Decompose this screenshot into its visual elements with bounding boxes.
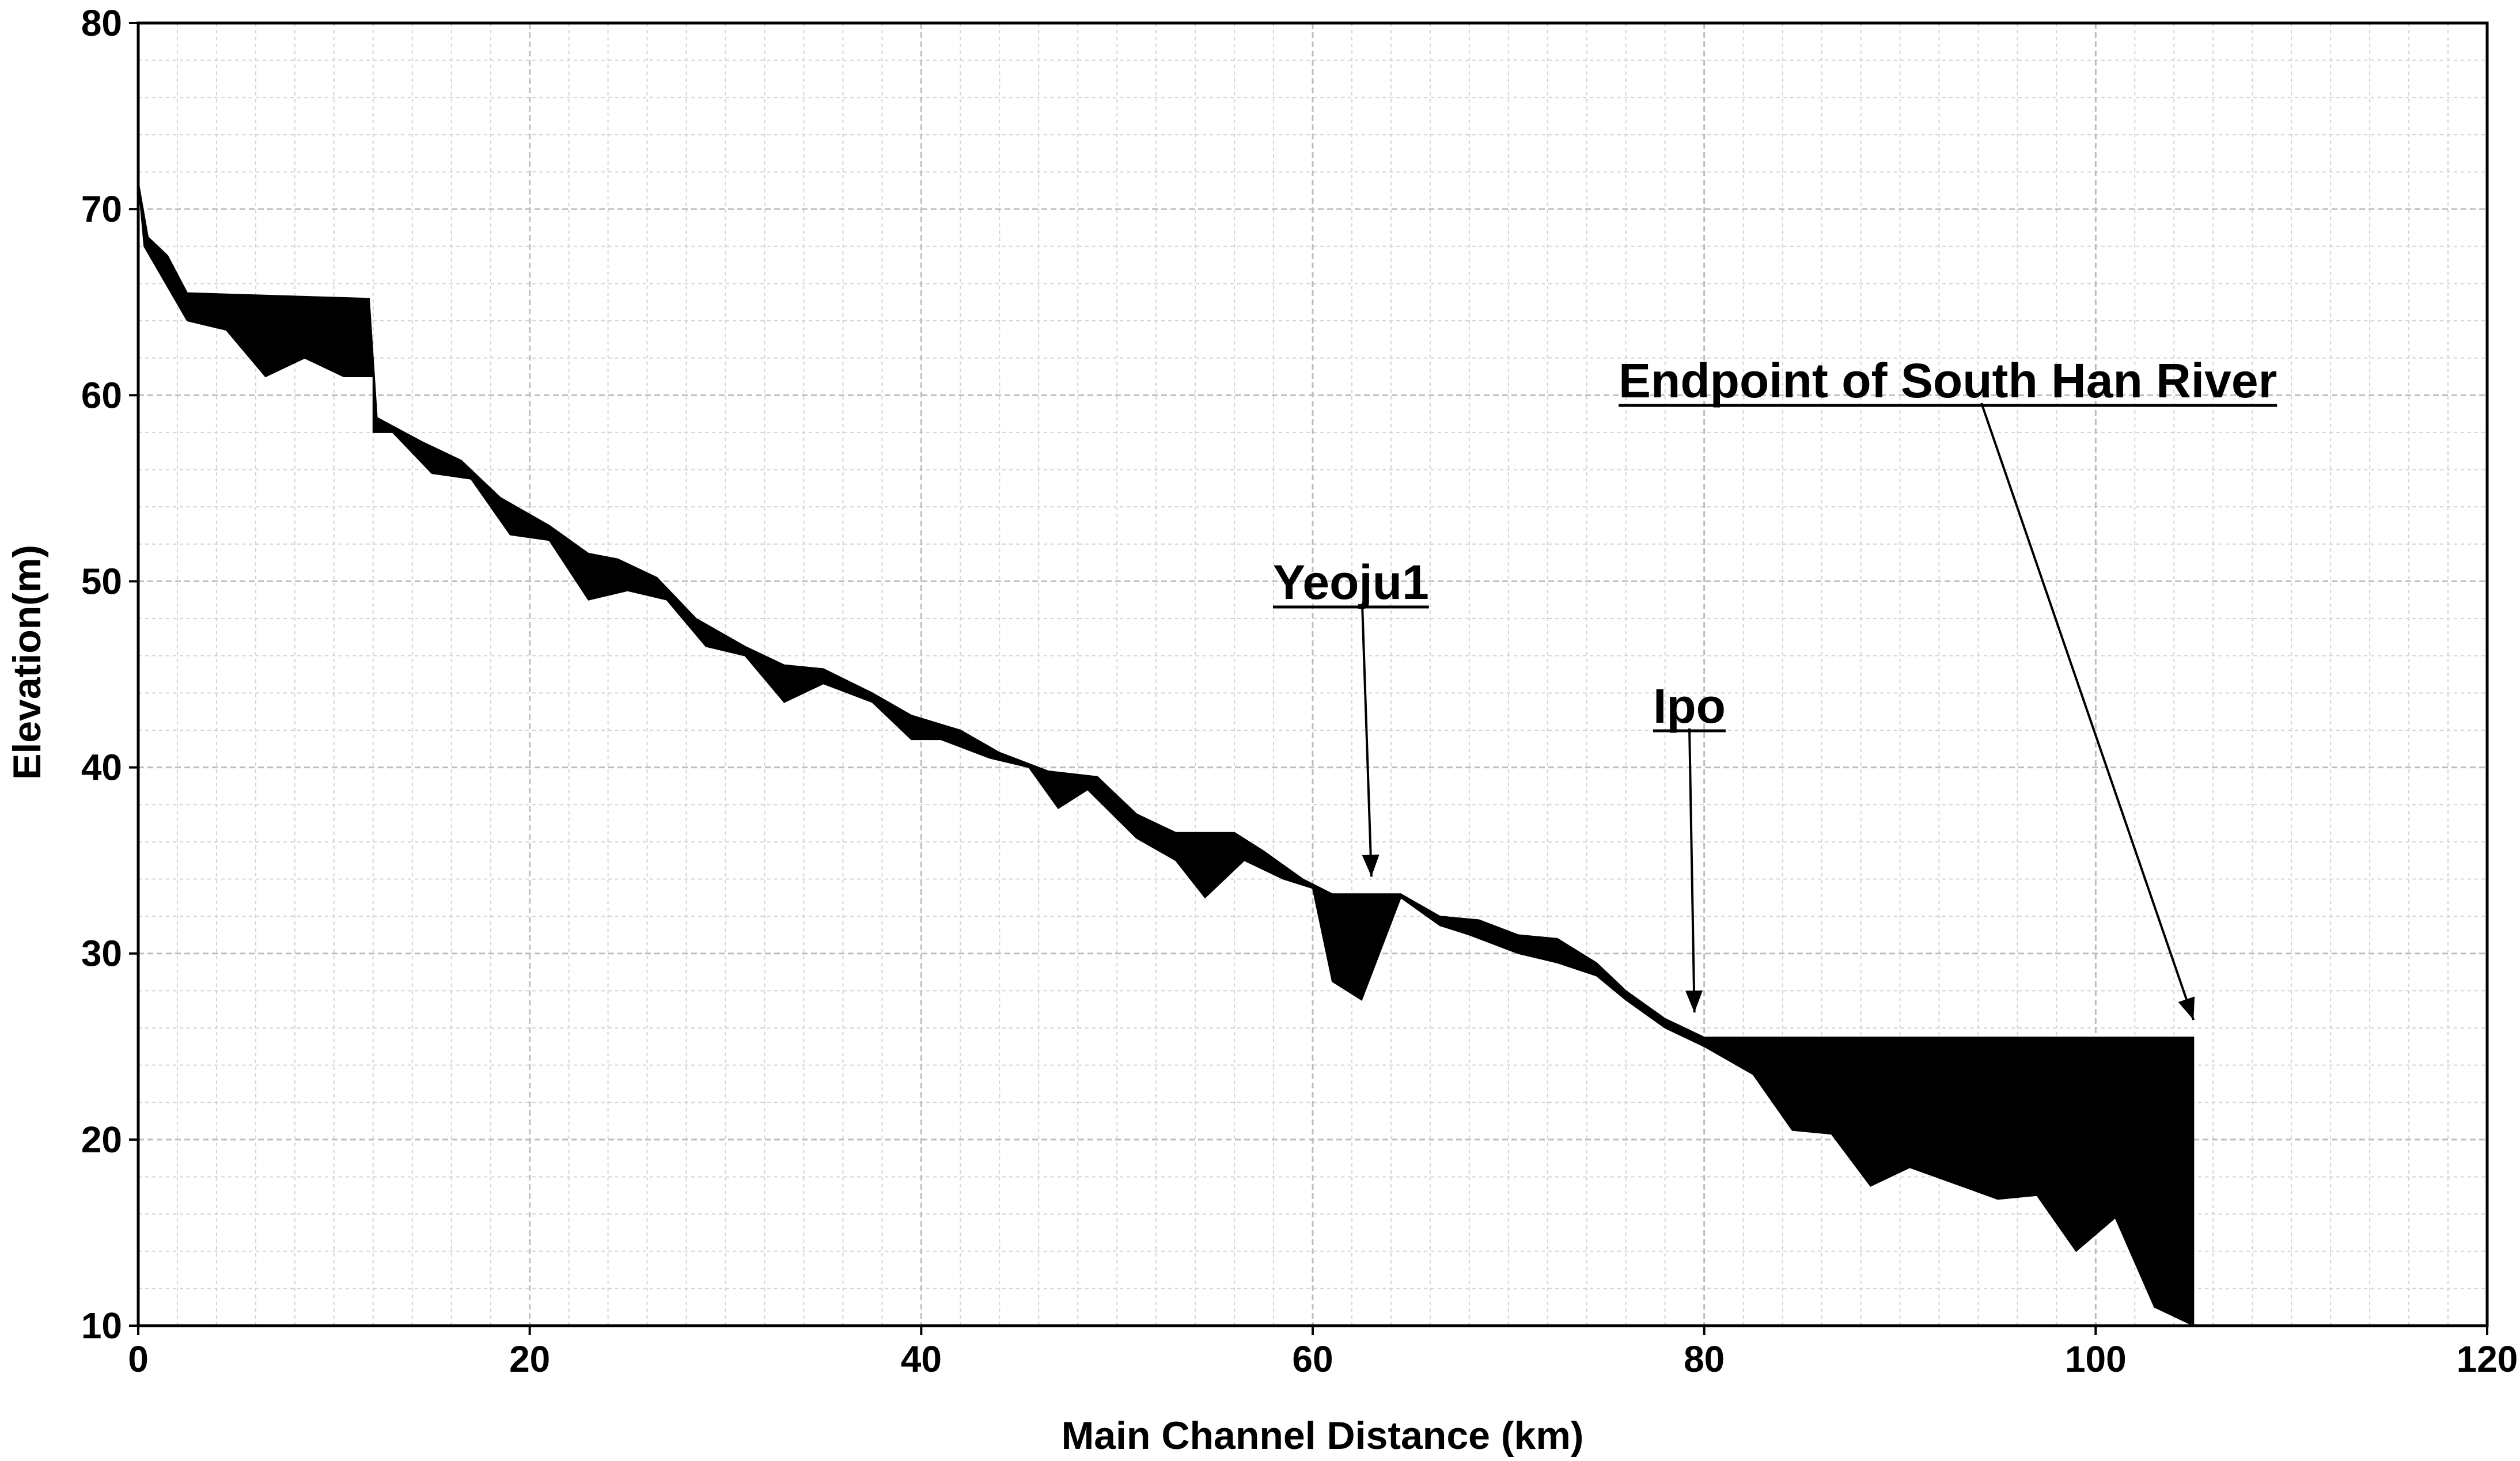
river-profile-fill [138,181,2195,1327]
annotation-arrowhead [1685,990,1703,1013]
x-tick-label: 80 [1684,1338,1725,1380]
x-tick-label: 0 [128,1338,149,1380]
y-tick-label: 50 [81,560,122,602]
x-tick-label: 100 [2065,1338,2127,1380]
x-tick-label: 60 [1292,1338,1333,1380]
annotation-arrowhead [2178,996,2195,1020]
annotation-label: Ipo [1653,679,1726,733]
y-tick-label: 80 [81,2,122,44]
annotation-label: Yeoju1 [1273,555,1429,609]
y-tick-label: 70 [81,188,122,230]
y-tick-label: 30 [81,933,122,974]
x-tick-label: 40 [901,1338,942,1380]
grid-major [137,22,2488,1327]
x-tick-label: 120 [2457,1338,2518,1380]
annotation-arrow-line [1688,728,1696,1013]
grid-minor [138,23,2487,1326]
x-axis-title: Main Channel Distance (km) [1062,1414,1584,1458]
annotations: Endpoint of South Han River Yeoju1 Ipo [1273,354,2278,1020]
y-tick-label: 10 [81,1305,122,1346]
annotation-1: Endpoint of South Han River [1619,354,2278,1020]
annotation-arrow-line [1361,604,1373,877]
x-tick-label: 20 [509,1338,550,1380]
annotation-3: Ipo [1653,679,1726,1013]
annotation-label: Endpoint of South Han River [1619,354,2277,408]
x-axis: 0 20 40 60 80 100 120 [128,1326,2518,1380]
y-tick-label: 60 [81,374,122,416]
annotation-arrowhead [1362,854,1380,877]
annotation-arrow-line [1980,403,2195,1020]
y-tick-label: 20 [81,1119,122,1160]
y-axis: 10 20 30 40 50 60 70 80 [81,2,138,1346]
y-axis-title: Elevation(m) [5,545,49,780]
y-tick-label: 40 [81,747,122,788]
annotation-2: Yeoju1 [1273,555,1429,877]
